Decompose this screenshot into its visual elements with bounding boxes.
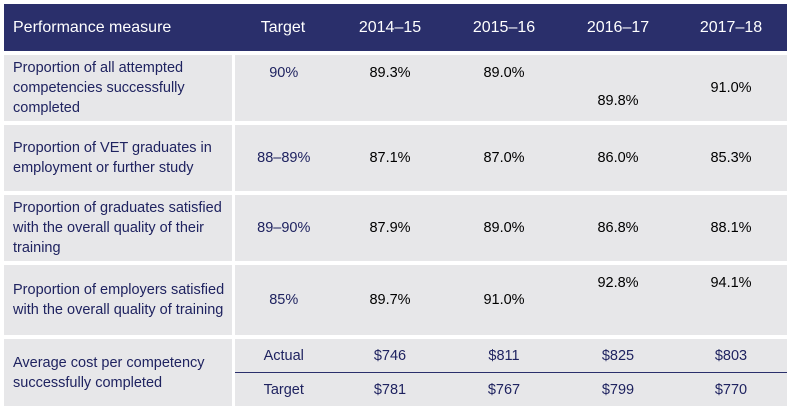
target-cell: 85% (233, 263, 333, 339)
table-row-cost-target: Target $781 $767 $799 $770 (4, 372, 787, 406)
target-label: Target (233, 372, 333, 406)
measure-cell: Proportion of all attempted competencies… (4, 51, 235, 125)
header-2016-17: 2016–17 (561, 4, 675, 53)
value-cell: 87.9% (333, 193, 447, 265)
value-cell: 86.0% (561, 123, 675, 195)
target-cell: 88–89% (233, 123, 333, 195)
table-row: Proportion of all attempted competencies… (4, 51, 787, 125)
value-cell: 92.8% (561, 263, 675, 339)
value-cell: $811 (447, 337, 561, 373)
value-cell: 89.7% (333, 263, 447, 339)
value-cell: 85.3% (675, 123, 787, 195)
value-cell: 94.1% (675, 263, 787, 339)
actual-label: Actual (233, 337, 333, 373)
table-row-cost-actual: Average cost per competency successfully… (4, 337, 787, 406)
target-cell: 89–90% (233, 193, 333, 265)
value-cell: $767 (447, 372, 561, 406)
header-2015-16: 2015–16 (447, 4, 561, 53)
value-cell: $770 (675, 372, 787, 406)
value-cell: 89.3% (333, 51, 447, 125)
measure-cell: Average cost per competency successfully… (4, 337, 235, 406)
value-cell: 86.8% (561, 193, 675, 265)
target-cell: 90% (233, 51, 333, 125)
value-cell: 91.0% (447, 263, 561, 339)
table-row: Proportion of employers satisfied with t… (4, 263, 787, 339)
value-cell: 87.1% (333, 123, 447, 195)
measure-cell: Proportion of VET graduates in employmen… (4, 123, 235, 195)
value-cell: 91.0% (675, 51, 787, 125)
header-2017-18: 2017–18 (675, 4, 787, 53)
header-target: Target (233, 4, 333, 53)
value-cell: 89.0% (447, 51, 561, 125)
value-cell: $803 (675, 337, 787, 373)
value-cell: $799 (561, 372, 675, 406)
header-row: Performance measure Target 2014–15 2015–… (4, 4, 787, 53)
value-cell: 87.0% (447, 123, 561, 195)
value-cell: $781 (333, 372, 447, 406)
measure-cell: Proportion of employers satisfied with t… (4, 263, 235, 339)
header-2014-15: 2014–15 (333, 4, 447, 53)
value-cell: 88.1% (675, 193, 787, 265)
measure-cell: Proportion of graduates satisfied with t… (4, 193, 235, 265)
value-cell: $746 (333, 337, 447, 373)
value-cell: $825 (561, 337, 675, 373)
value-cell: 89.0% (447, 193, 561, 265)
value-cell: 89.8% (561, 51, 675, 125)
table-row: Proportion of graduates satisfied with t… (4, 193, 787, 265)
performance-table: Performance measure Target 2014–15 2015–… (4, 4, 787, 406)
header-performance-measure: Performance measure (4, 4, 233, 53)
table-row: Proportion of VET graduates in employmen… (4, 123, 787, 195)
